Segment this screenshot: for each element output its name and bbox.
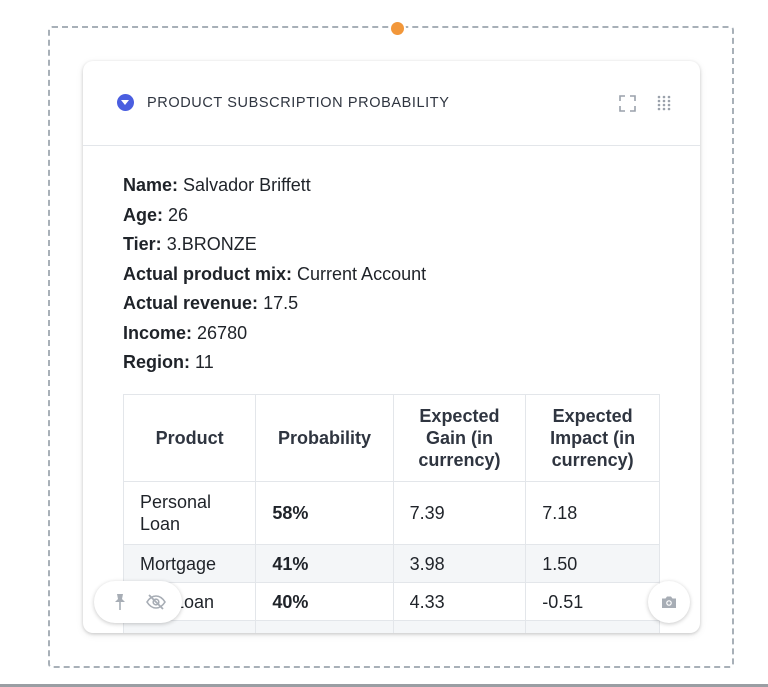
eye-off-icon[interactable]: [146, 593, 166, 611]
header-probability: Probability: [255, 394, 394, 482]
cell-impact: [525, 620, 660, 633]
cell-product: Personal Loan: [123, 481, 257, 545]
profile-label: Age:: [123, 204, 163, 225]
profile-region: Region: 11: [123, 348, 426, 378]
profile-age: Age: 26: [123, 201, 426, 231]
table-row: [123, 620, 660, 633]
probability-table-scroll[interactable]: Product Probability Expected Gain (in cu…: [123, 394, 660, 633]
profile-tier: Tier: 3.BRONZE: [123, 230, 426, 260]
drag-handle-icon[interactable]: [657, 95, 671, 111]
cell-gain: 4.33: [392, 582, 527, 621]
card-title: PRODUCT SUBSCRIPTION PROBABILITY: [147, 95, 450, 111]
profile-label: Actual revenue:: [123, 293, 259, 313]
table-row: Car Loan 40% 4.33 -0.51: [123, 582, 660, 621]
profile-label: Tier:: [123, 234, 162, 254]
camera-icon: [662, 596, 676, 608]
profile-name: Name: Salvador Briffett: [123, 171, 426, 201]
customer-profile: Name: Salvador Briffett Age: 26 Tier: 3.…: [123, 171, 426, 378]
cell-impact: 7.18: [525, 481, 660, 545]
card-header: PRODUCT SUBSCRIPTION PROBABILITY: [83, 61, 700, 146]
header-product: Product: [123, 394, 257, 482]
profile-value: 17.5: [263, 293, 299, 313]
profile-value: 3.BRONZE: [166, 234, 257, 254]
profile-product-mix: Actual product mix: Current Account: [123, 260, 426, 290]
cell-impact: -0.51: [525, 582, 660, 621]
resize-handle[interactable]: [391, 22, 404, 35]
screenshot-button[interactable]: [648, 581, 690, 623]
cell-gain: 3.98: [392, 544, 527, 583]
cell-impact: 1.50: [525, 544, 660, 583]
expand-icon[interactable]: [619, 95, 636, 112]
bottom-divider: [0, 684, 768, 687]
widget-card: PRODUCT SUBSCRIPTION PROBABILITY Name: S…: [83, 61, 700, 633]
profile-label: Region:: [123, 352, 190, 372]
profile-label: Name:: [123, 175, 179, 195]
cell-gain: [392, 620, 527, 633]
table-header-row: Product Probability Expected Gain (in cu…: [123, 394, 660, 482]
table-row: Mortgage 41% 3.98 1.50: [123, 544, 660, 583]
cell-gain: 7.39: [392, 481, 527, 545]
profile-value: 26780: [197, 322, 248, 343]
header-expected-gain: Expected Gain (in currency): [392, 394, 527, 482]
cell-probability: 58%: [255, 481, 394, 545]
cell-probability: 40%: [255, 582, 394, 621]
profile-income: Income: 26780: [123, 319, 426, 349]
profile-label: Actual product mix:: [123, 263, 293, 284]
profile-value: 26: [168, 204, 189, 225]
profile-revenue: Actual revenue: 17.5: [123, 289, 426, 319]
cell-product: [123, 620, 257, 633]
profile-label: Income:: [123, 322, 193, 343]
table-row: Personal Loan 58% 7.39 7.18: [123, 481, 660, 545]
widget-toolbar: [94, 581, 182, 623]
header-expected-impact: Expected Impact (in currency): [525, 394, 660, 482]
probability-table: Product Probability Expected Gain (in cu…: [123, 394, 660, 633]
profile-value: 11: [195, 352, 214, 372]
profile-value: Salvador Briffett: [183, 175, 311, 195]
pin-icon[interactable]: [112, 593, 128, 611]
cell-product: Mortgage: [123, 544, 257, 583]
cell-probability: [255, 620, 394, 633]
profile-value: Current Account: [297, 263, 427, 284]
chevron-down-circle-icon[interactable]: [117, 94, 134, 111]
cell-probability: 41%: [255, 544, 394, 583]
